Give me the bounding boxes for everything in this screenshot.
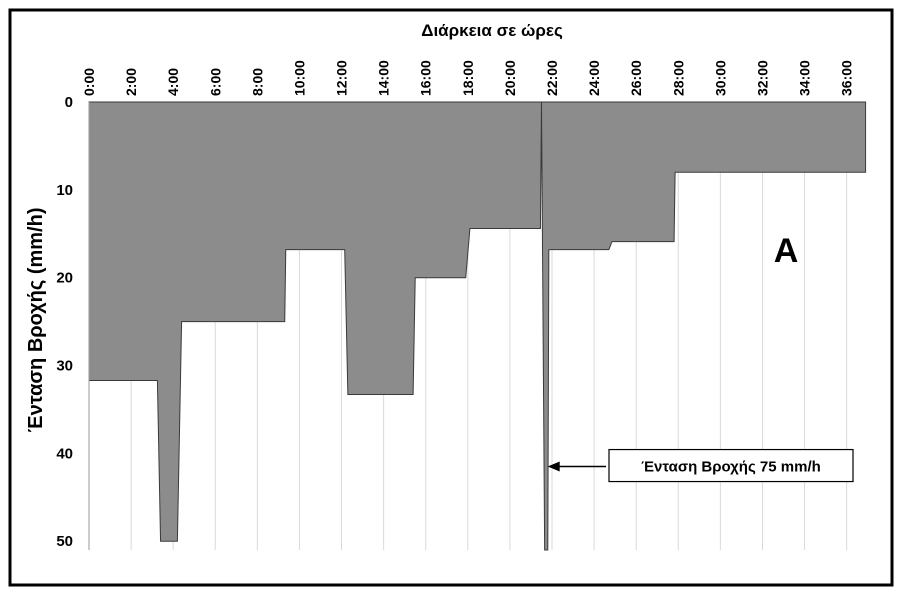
- x-tick-labels: 0:00 2:00 4:00 6:00 8:00 10:00 12:00 14:00 16:00…: [81, 60, 855, 96]
- x-tick-label: 20:00: [502, 60, 518, 96]
- x-tick-label: 4:00: [165, 68, 181, 96]
- x-tick-label: 34:00: [797, 60, 813, 96]
- x-tick-label: 12:00: [334, 60, 350, 96]
- x-tick-label: 28:00: [670, 60, 686, 96]
- annotation: Ένταση Βροχής 75 mm/h: [547, 448, 854, 483]
- x-tick-label: 18:00: [460, 60, 476, 96]
- y-tick-label: 10: [56, 182, 73, 199]
- x-axis-label: Διάρκεια σε ώρες: [421, 21, 563, 40]
- y-tick-label: 0: [65, 94, 73, 111]
- x-tick-label: 14:00: [376, 60, 392, 96]
- x-tick-label: 32:00: [754, 60, 770, 96]
- x-tick-label: 22:00: [544, 60, 560, 96]
- annotation-box: [608, 448, 854, 483]
- x-tick-label: 6:00: [207, 68, 223, 96]
- panel-label: A: [774, 232, 799, 270]
- x-tick-label: 2:00: [123, 68, 139, 96]
- x-tick-label: 8:00: [249, 68, 265, 96]
- series-area: [88, 101, 867, 551]
- y-tick-label: 40: [56, 445, 73, 462]
- y-tick-label: 20: [56, 270, 73, 287]
- y-tick-labels: 0 10 20 30 40 50: [56, 94, 73, 550]
- y-tick-label: 50: [56, 533, 73, 550]
- x-tick-label: 30:00: [712, 60, 728, 96]
- x-tick-label: 0:00: [81, 68, 97, 96]
- annotation-text: Ένταση Βροχής 75 mm/h: [641, 459, 821, 476]
- y-tick-label: 30: [56, 358, 73, 375]
- x-tick-label: 10:00: [291, 60, 307, 96]
- x-tick-label: 26:00: [628, 60, 644, 96]
- annotation-arrow-head: [547, 461, 560, 472]
- x-tick-label: 16:00: [418, 60, 434, 96]
- x-tick-label: 36:00: [839, 60, 855, 96]
- x-tick-label: 24:00: [586, 60, 602, 96]
- y-axis-label: Ένταση Βροχής (mm/h): [25, 208, 47, 433]
